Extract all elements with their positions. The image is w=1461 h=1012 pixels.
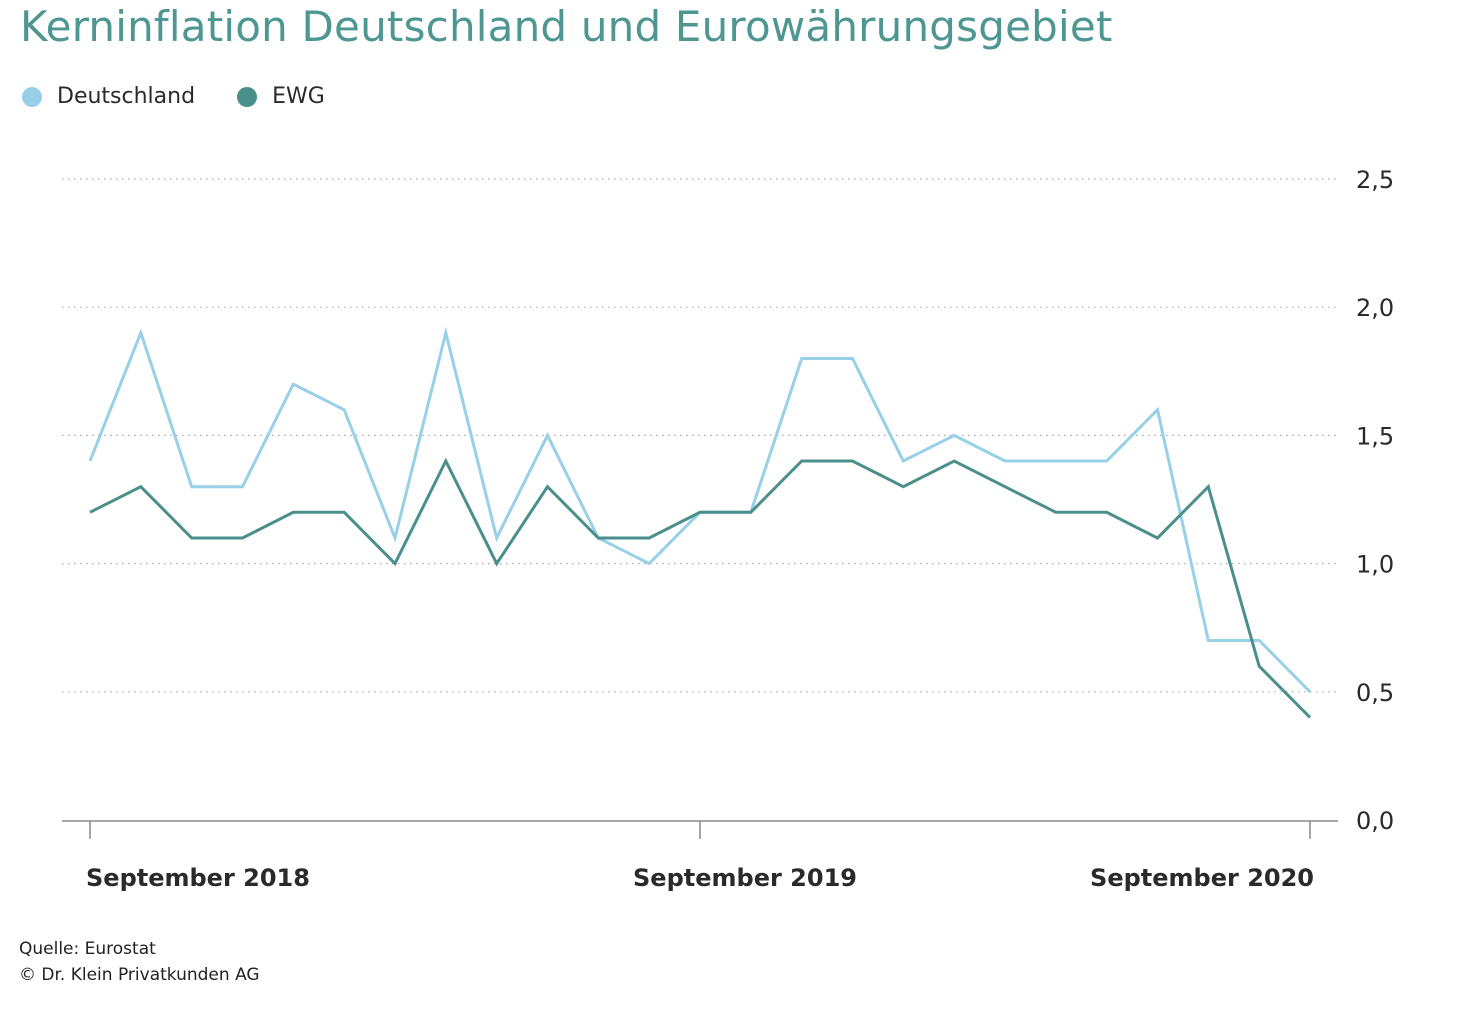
x-tick-label: September 2018 (86, 864, 310, 892)
source-note: Quelle: Eurostat (19, 939, 156, 959)
y-tick-label: 1,0 (1356, 551, 1394, 579)
copyright-note: © Dr. Klein Privatkunden AG (19, 965, 260, 985)
legend-marker-deutschland (22, 86, 42, 107)
legend: Deutschland EWG (22, 84, 367, 109)
legend-label-ewg: EWG (272, 84, 325, 109)
y-tick-label: 2,0 (1356, 294, 1394, 322)
footer: Quelle: Eurostat © Dr. Klein Privatkunde… (19, 936, 260, 988)
y-tick-label: 1,5 (1356, 422, 1394, 450)
x-tick-label: September 2019 (633, 864, 857, 892)
y-tick-label: 0,5 (1356, 679, 1394, 707)
y-tick-label: 2,5 (1356, 166, 1394, 194)
legend-item-deutschland: Deutschland (22, 84, 195, 109)
x-tick-label: September 2020 (1090, 864, 1314, 892)
y-tick-label: 0,0 (1356, 807, 1394, 835)
legend-label-deutschland: Deutschland (57, 84, 196, 109)
legend-item-ewg: EWG (237, 84, 325, 109)
series-line-ewg (89, 457, 1312, 719)
chart-title: Kerninflation Deutschland und Eurowährun… (20, 2, 1113, 51)
legend-marker-ewg (237, 86, 258, 107)
